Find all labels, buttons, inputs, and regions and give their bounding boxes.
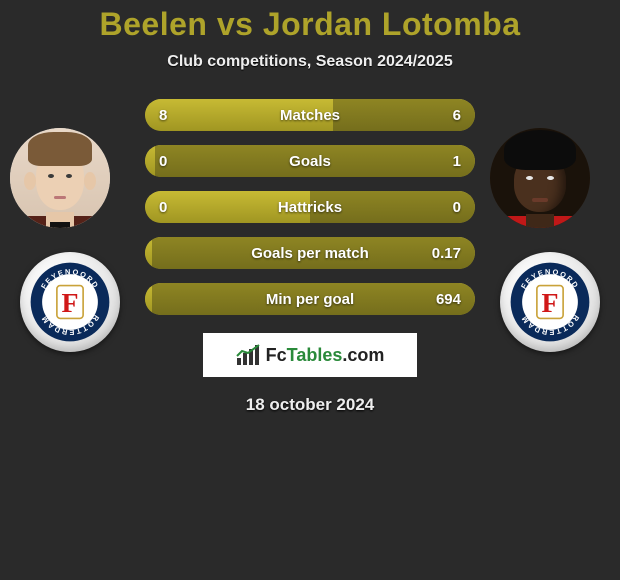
svg-text:F: F xyxy=(61,288,78,319)
brand-part-tables: Tables xyxy=(287,345,343,365)
stat-row: Min per goal694 xyxy=(145,283,475,315)
club-crest-icon: FEYENOORD ROTTERDAM F xyxy=(509,261,591,343)
avatar-illustration xyxy=(10,128,110,228)
page-title: Beelen vs Jordan Lotomba xyxy=(100,6,521,43)
club-badge-left: FEYENOORD ROTTERDAM F xyxy=(20,252,120,352)
avatar-illustration xyxy=(490,128,590,228)
chart-icon xyxy=(236,344,260,366)
club-crest-icon: FEYENOORD ROTTERDAM F xyxy=(29,261,111,343)
brand-part-fc: Fc xyxy=(266,345,287,365)
brand-text: FcTables.com xyxy=(266,345,385,366)
stat-right-value: 694 xyxy=(421,291,461,308)
club-badge-right: FEYENOORD ROTTERDAM F xyxy=(500,252,600,352)
brand-suffix: .com xyxy=(342,345,384,365)
date-label: 18 october 2024 xyxy=(246,395,375,415)
stat-right-value: 0 xyxy=(421,199,461,216)
brand-box[interactable]: FcTables.com xyxy=(203,333,417,377)
stat-row: 8Matches6 xyxy=(145,99,475,131)
stat-right-value: 1 xyxy=(421,153,461,170)
player-right-avatar xyxy=(490,128,590,228)
stat-row: 0Hattricks0 xyxy=(145,191,475,223)
stat-right-value: 6 xyxy=(421,107,461,124)
subtitle: Club competitions, Season 2024/2025 xyxy=(167,53,452,71)
stat-row: Goals per match0.17 xyxy=(145,237,475,269)
svg-text:F: F xyxy=(541,288,558,319)
stat-row: 0Goals1 xyxy=(145,145,475,177)
stat-right-value: 0.17 xyxy=(421,245,461,262)
player-left-avatar xyxy=(10,128,110,228)
